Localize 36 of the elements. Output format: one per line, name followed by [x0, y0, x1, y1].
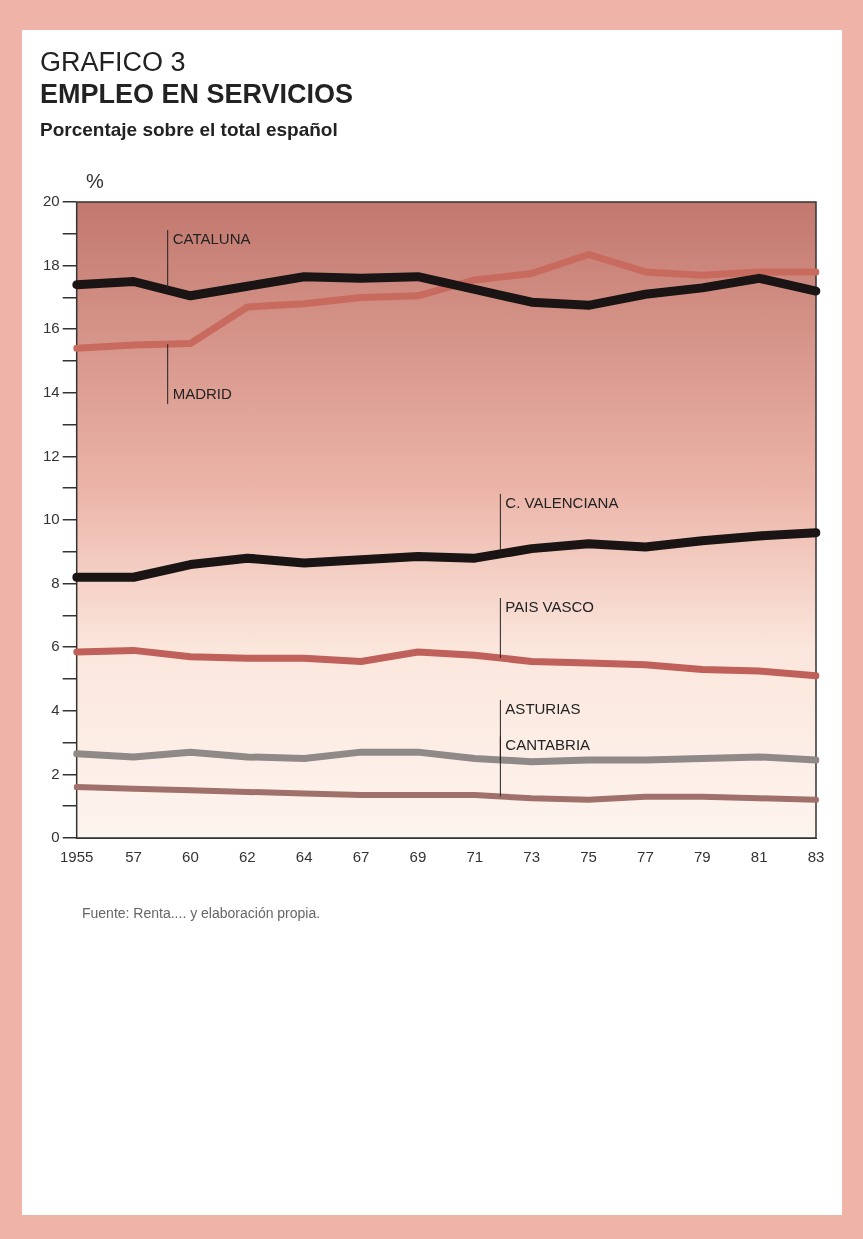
text: Porcentaje sobre el total español — [40, 119, 338, 141]
x-tick-label: 73 — [523, 848, 540, 866]
y-tick-label: 16 — [43, 319, 60, 337]
text: CANTABRIA — [505, 736, 591, 754]
text: MADRID — [172, 384, 233, 402]
x-tick-label: 77 — [637, 848, 654, 866]
y-tick-label: 8 — [51, 573, 60, 591]
y-tick-label: 18 — [43, 255, 60, 273]
x-tick-label: 1955 — [60, 848, 94, 866]
text: C. VALENCIANA — [505, 493, 619, 511]
y-tick-label: 2 — [51, 764, 60, 782]
x-tick-label: 69 — [409, 848, 427, 866]
y-tick-label: 14 — [43, 382, 60, 400]
y-tick-label: 0 — [51, 828, 60, 846]
y-tick-label: 10 — [43, 510, 60, 528]
text: CATALUNA — [172, 229, 251, 247]
x-tick-label: 75 — [580, 848, 597, 866]
x-tick-label: 62 — [238, 848, 256, 866]
chart-subtitle: EMPLEO EN SERVICIOS — [40, 79, 354, 110]
y-tick-label: 12 — [43, 446, 60, 464]
x-tick-label: 79 — [693, 848, 711, 866]
y-tick-label: 20 — [43, 192, 60, 210]
x-tick-label: 60 — [182, 848, 199, 866]
x-tick-label: 71 — [466, 848, 484, 866]
x-tick-label: 64 — [295, 848, 313, 866]
text: ASTURIAS — [505, 699, 581, 717]
y-tick-label: 4 — [51, 700, 60, 718]
x-tick-label: 81 — [750, 848, 768, 866]
text: PAIS VASCO — [505, 597, 595, 615]
x-tick-label: 57 — [125, 848, 142, 866]
y-tick-label: 6 — [51, 637, 60, 655]
y-axis-title: % — [86, 170, 104, 193]
source-note: Fuente: Renta.... y elaboración propia. — [82, 905, 321, 921]
chart-title: GRAFICO 3 — [40, 47, 186, 78]
x-tick-label: 67 — [352, 848, 370, 866]
x-tick-label: 83 — [807, 848, 825, 866]
